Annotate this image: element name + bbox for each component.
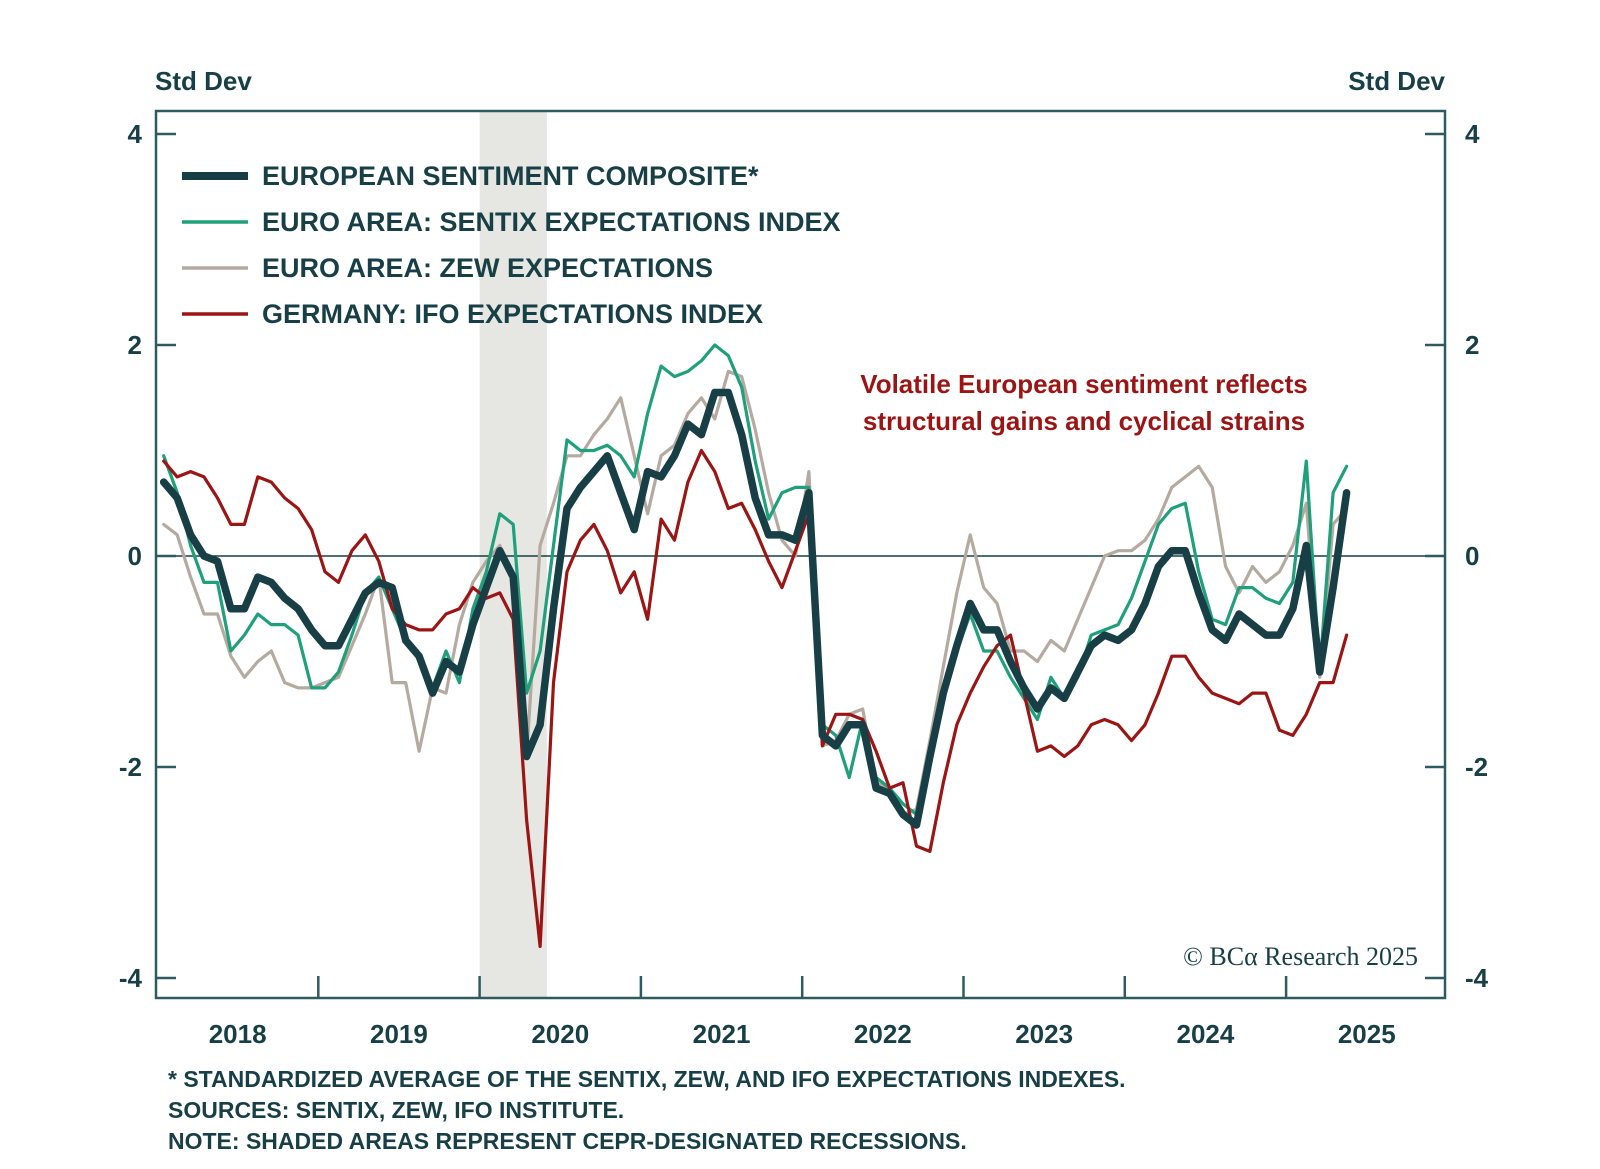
y-tick-label-right: 0 [1465,541,1479,571]
footnote-definition: * STANDARDIZED AVERAGE OF THE SENTIX, ZE… [168,1066,1126,1092]
y-tick-label-left: -4 [119,963,143,993]
x-tick-label: 2021 [693,1019,751,1049]
series-zew-group [162,369,1349,817]
annotation: Volatile European sentiment reflects str… [860,369,1307,436]
annotation-line-2: structural gains and cyclical strains [863,406,1305,436]
y-tick-label-left: 0 [128,541,142,571]
y-tick-label-left: 2 [128,330,142,360]
copyright-label: © BCα Research 2025 [1183,942,1418,971]
chart: 4 4 2 2 0 0 -2 -2 -4 -4 2018 2019 2020 2021 2022 2023 20… [119,66,1489,1049]
x-tick-label: 2024 [1177,1019,1235,1049]
plot-frame [154,109,1447,1000]
axis-ticks: 4 4 2 2 0 0 -2 -2 -4 -4 2018 2019 2020 2021 2022 2023 20… [119,119,1489,1049]
y-axis-title-right: Std Dev [1348,66,1445,96]
y-tick-label-right: 4 [1465,119,1480,149]
x-tick-label: 2022 [854,1019,912,1049]
legend: EUROPEAN SENTIMENT COMPOSITE* EURO AREA:… [182,161,841,329]
annotation-line-1: Volatile European sentiment reflects [860,369,1307,399]
y-tick-label-right: -2 [1465,752,1488,782]
legend-label-sentix: EURO AREA: SENTIX EXPECTATIONS INDEX [262,207,841,237]
footnote-sources: SOURCES: SENTIX, ZEW, IFO INSTITUTE. [168,1097,625,1123]
x-tick-label: 2025 [1338,1019,1396,1049]
series-composite-group [159,388,1351,829]
footnote-note: NOTE: SHADED AREAS REPRESENT CEPR-DESIGN… [168,1128,967,1154]
x-tick-label: 2018 [209,1019,267,1049]
legend-label-composite: EUROPEAN SENTIMENT COMPOSITE* [262,161,759,191]
series-zew-line [162,369,1349,817]
y-tick-label-right: -4 [1465,963,1489,993]
x-tick-label: 2019 [370,1019,428,1049]
legend-label-ifo: GERMANY: IFO EXPECTATIONS INDEX [262,299,763,329]
series-layer [159,343,1351,949]
x-tick-label: 2020 [531,1019,589,1049]
footnotes: * STANDARDIZED AVERAGE OF THE SENTIX, ZE… [168,1064,1126,1157]
series-ifo-line [162,448,1349,949]
legend-label-zew: EURO AREA: ZEW EXPECTATIONS [262,253,713,283]
x-tick-label: 2023 [1015,1019,1073,1049]
y-tick-label-left: -2 [119,752,142,782]
y-axis-title-left: Std Dev [155,66,252,96]
series-ifo-group [162,448,1349,949]
y-tick-label-right: 2 [1465,330,1479,360]
y-tick-label-left: 4 [128,119,143,149]
